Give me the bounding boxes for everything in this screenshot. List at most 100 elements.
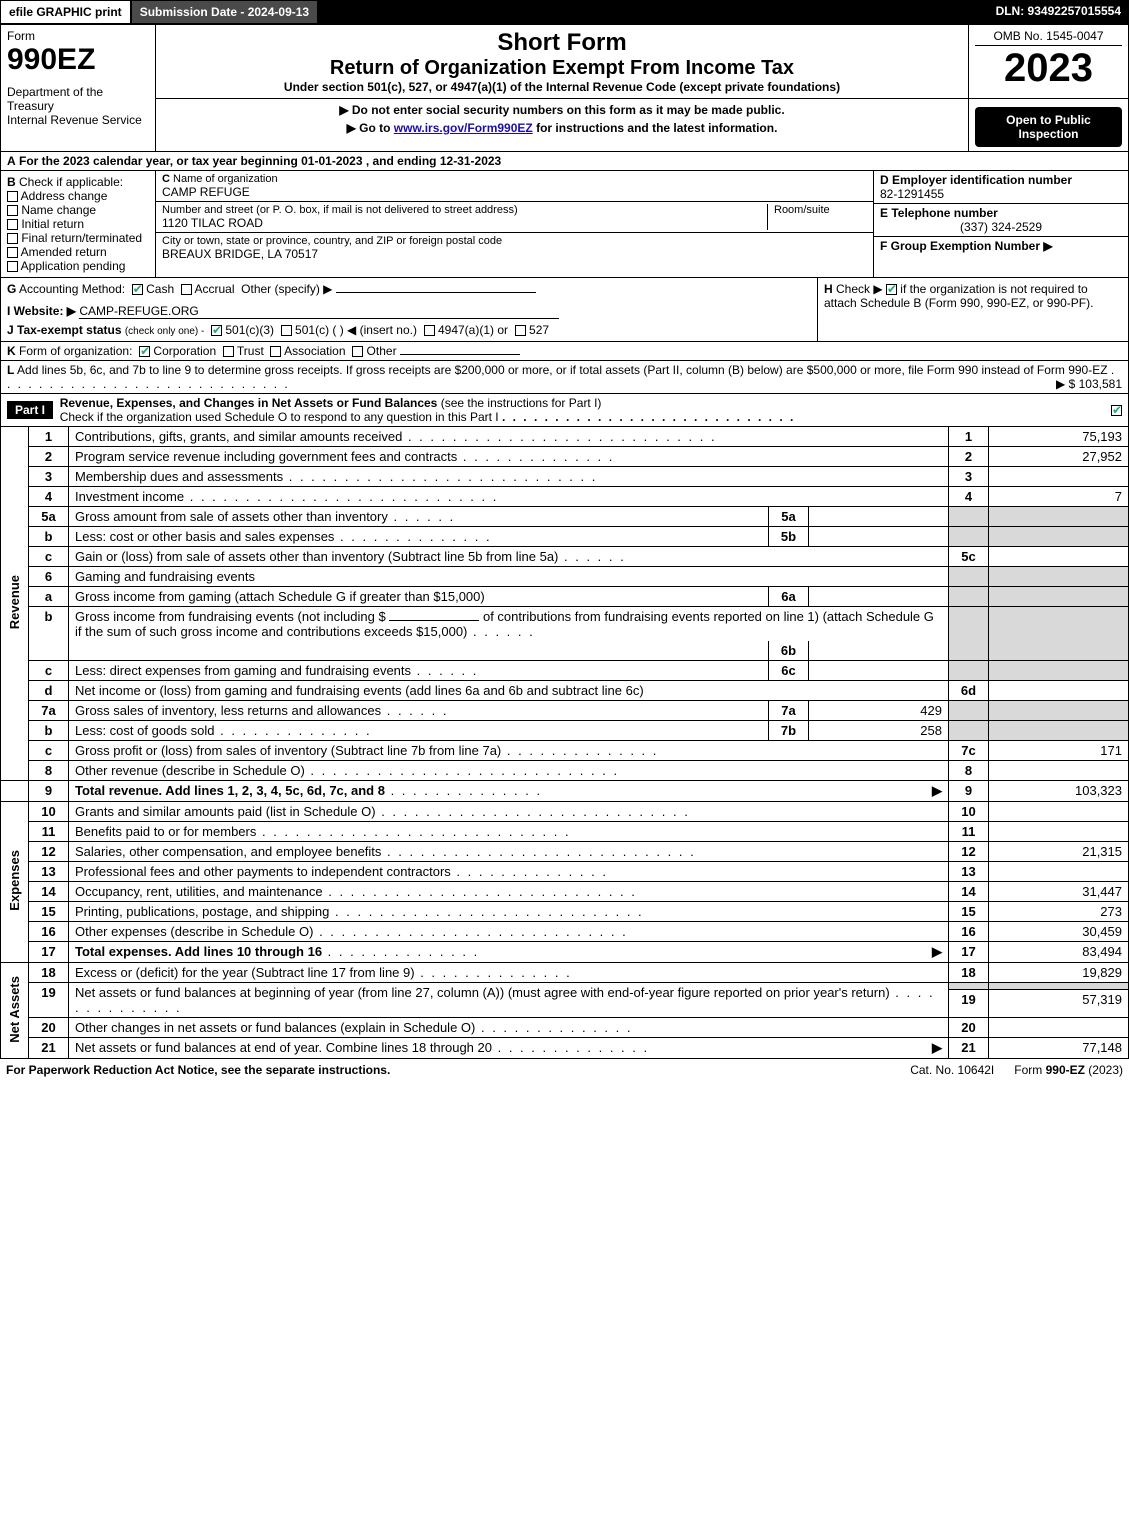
cb-amended-return[interactable] [7, 247, 18, 258]
dots-icon [313, 924, 627, 939]
line-rnum: 6d [949, 681, 989, 701]
line-rnum: 16 [949, 922, 989, 942]
grey-cell [989, 507, 1129, 527]
line-val: 273 [989, 902, 1129, 922]
cb-trust[interactable] [223, 346, 234, 357]
opt-final-return: Final return/terminated [21, 231, 142, 245]
table-row: 7a Gross sales of inventory, less return… [1, 701, 1129, 721]
line-desc: Less: cost or other basis and sales expe… [75, 529, 334, 544]
line-subval [809, 641, 949, 661]
cb-501c3[interactable] [211, 325, 222, 336]
cb-address-change[interactable] [7, 191, 18, 202]
c-name-label: Name of organization [173, 173, 278, 185]
revenue-side-label: Revenue [7, 575, 22, 629]
line-a-prefix: A [7, 154, 16, 168]
dots-icon [376, 804, 690, 819]
cb-527[interactable] [515, 325, 526, 336]
line-desc: Gaming and fundraising events [75, 569, 255, 584]
cb-other-org[interactable] [352, 346, 363, 357]
line-num: 1 [29, 427, 69, 447]
dots-icon [385, 783, 542, 798]
line-num: b [29, 527, 69, 547]
line-desc: Printing, publications, postage, and shi… [75, 904, 329, 919]
dots-icon [411, 663, 478, 678]
dots-icon [415, 965, 572, 980]
cb-corporation[interactable] [139, 346, 150, 357]
cb-schedule-o-part1[interactable] [1111, 405, 1122, 416]
grey-cell [989, 567, 1129, 587]
org-street: 1120 TILAC ROAD [162, 216, 767, 230]
line-num: 12 [29, 842, 69, 862]
goto-link[interactable]: www.irs.gov/Form990EZ [394, 121, 533, 135]
line-rnum: 14 [949, 882, 989, 902]
line-rnum: 15 [949, 902, 989, 922]
footer-right: Form 990-EZ (2023) [1014, 1063, 1123, 1077]
line-val: 83,494 [989, 942, 1129, 963]
cb-schedule-b[interactable] [886, 284, 897, 295]
part1-check-text: Check if the organization used Schedule … [60, 410, 499, 424]
k-label: K [7, 344, 16, 358]
line-num: 20 [29, 1018, 69, 1038]
table-row: 16 Other expenses (describe in Schedule … [1, 922, 1129, 942]
cb-accrual[interactable] [181, 284, 192, 295]
line-subnum: 6a [769, 587, 809, 607]
table-row: c Gross profit or (loss) from sales of i… [1, 741, 1129, 761]
g-other-input[interactable] [336, 292, 536, 293]
table-row: 13 Professional fees and other payments … [1, 862, 1129, 882]
cb-application-pending[interactable] [7, 261, 18, 272]
dots-icon [501, 743, 658, 758]
section-gh: G Accounting Method: Cash Accrual Other … [0, 278, 1129, 342]
cb-final-return[interactable] [7, 233, 18, 244]
line-num: c [29, 741, 69, 761]
table-row: 6 Gaming and fundraising events [1, 567, 1129, 587]
line-rnum: 5c [949, 547, 989, 567]
line-subnum: 5b [769, 527, 809, 547]
opt-name-change: Name change [21, 203, 96, 217]
line-subnum: 6b [769, 641, 809, 661]
cb-501c[interactable] [281, 325, 292, 336]
line-6b-amount-input[interactable] [389, 620, 479, 621]
cb-initial-return[interactable] [7, 219, 18, 230]
line-num: 3 [29, 467, 69, 487]
opt-initial-return: Initial return [21, 217, 84, 231]
line-k: K Form of organization: Corporation Trus… [0, 342, 1129, 361]
line-val: 75,193 [989, 427, 1129, 447]
line-desc: Gross income from gaming (attach Schedul… [75, 589, 485, 604]
section-c: C Name of organization CAMP REFUGE Numbe… [156, 171, 873, 277]
line-desc: Gross profit or (loss) from sales of inv… [75, 743, 501, 758]
line-num: 21 [29, 1038, 69, 1059]
line-subval: 258 [809, 721, 949, 741]
cb-name-change[interactable] [7, 205, 18, 216]
line-val [989, 547, 1129, 567]
line-val: 77,148 [989, 1038, 1129, 1059]
dots-icon [334, 529, 491, 544]
table-row: 21 Net assets or fund balances at end of… [1, 1038, 1129, 1059]
cb-4947[interactable] [424, 325, 435, 336]
line-desc: Other changes in net assets or fund bala… [75, 1020, 475, 1035]
table-row: Net Assets 18 Excess or (deficit) for th… [1, 963, 1129, 983]
i-label: I Website: ▶ [7, 304, 76, 318]
arrow-icon: ▶ [932, 1040, 942, 1056]
line-num: d [29, 681, 69, 701]
part1-header: Part I Revenue, Expenses, and Changes in… [0, 394, 1129, 427]
line-num: 17 [29, 942, 69, 963]
line-num: 13 [29, 862, 69, 882]
dots-icon [214, 723, 371, 738]
grey-cell [949, 721, 989, 741]
line-subval: 429 [809, 701, 949, 721]
grey-cell [989, 607, 1129, 661]
line-num: b [29, 607, 69, 661]
cb-association[interactable] [270, 346, 281, 357]
line-subnum: 5a [769, 507, 809, 527]
table-row: 14 Occupancy, rent, utilities, and maint… [1, 882, 1129, 902]
k-other-input[interactable] [400, 354, 520, 355]
line-desc: Grants and similar amounts paid (list in… [75, 804, 376, 819]
grey-cell [949, 701, 989, 721]
line-subval [809, 661, 949, 681]
line-val: 21,315 [989, 842, 1129, 862]
grey-cell [989, 983, 1129, 990]
table-row: 20 Other changes in net assets or fund b… [1, 1018, 1129, 1038]
arrow-icon: ▶ [932, 783, 942, 799]
cb-cash[interactable] [132, 284, 143, 295]
line-rnum: 11 [949, 822, 989, 842]
